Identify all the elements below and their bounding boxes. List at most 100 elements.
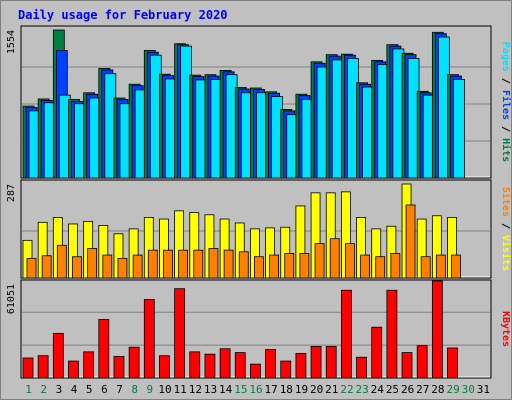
visits-sites-sites-bar-day-29: [451, 254, 461, 279]
visits-sites-sites-bar-day-4: [72, 256, 82, 279]
kbytes-axis-label-part-0: KBytes: [500, 311, 511, 347]
hits-pages-files-axis-label: Pages / Files / Hits: [500, 42, 512, 162]
day-label-6: 6: [101, 383, 108, 396]
day-label-31: 31: [477, 383, 490, 396]
kbytes-kbytes-bar-day-28: [431, 280, 443, 379]
kbytes-kbytes-bar-day-4: [68, 360, 79, 379]
visits-sites-sites-bar-day-9: [147, 249, 158, 279]
day-label-23: 23: [356, 383, 369, 396]
hits-pages-files-max-label: 1554: [6, 30, 17, 54]
day-label-21: 21: [325, 383, 338, 396]
kbytes-kbytes-bar-day-23: [356, 356, 367, 379]
day-label-11: 11: [174, 383, 187, 396]
day-label-14: 14: [219, 383, 233, 396]
kbytes-kbytes-bar-day-18: [280, 360, 292, 379]
kbytes-kbytes-bar-day-1: [22, 357, 34, 379]
kbytes-kbytes-bar-day-24: [371, 326, 383, 379]
visits-sites-sites-bar-day-14: [223, 249, 234, 279]
kbytes-kbytes-bar-day-5: [83, 351, 95, 379]
day-label-30: 30: [462, 383, 475, 396]
kbytes-kbytes-bar-day-16: [250, 363, 261, 379]
kbytes-kbytes-bar-day-8: [128, 346, 140, 379]
visits-sites-sites-bar-day-18: [284, 253, 295, 279]
kbytes-max-label: 61051: [6, 284, 17, 314]
visits-sites-axis-label-part-2: Visits: [500, 235, 512, 271]
day-label-18: 18: [280, 383, 293, 396]
visits-sites-sites-bar-day-23: [360, 254, 370, 279]
visits-sites-axis-label-part-1: /: [500, 217, 511, 235]
visits-sites-axis-label: Sites / Visits: [500, 187, 512, 271]
day-label-19: 19: [295, 383, 308, 396]
visits-sites-sites-bar-day-8: [132, 254, 143, 279]
day-label-5: 5: [86, 383, 93, 396]
visits-sites-sites-bar-day-24: [375, 256, 386, 279]
day-label-15: 15: [234, 383, 247, 396]
visits-sites-sites-bar-day-15: [238, 251, 249, 279]
kbytes-kbytes-bar-day-29: [447, 347, 458, 379]
visits-sites-sites-bar-day-13: [208, 248, 219, 279]
hits-pages-files-axis-label-part-4: Hits: [500, 138, 512, 162]
day-label-22: 22: [340, 383, 353, 396]
kbytes-kbytes-bar-day-19: [295, 352, 307, 379]
day-label-3: 3: [56, 383, 63, 396]
kbytes-kbytes-bar-day-3: [52, 332, 64, 379]
day-label-7: 7: [116, 383, 123, 396]
visits-sites-sites-bar-day-25: [390, 253, 401, 279]
kbytes-kbytes-bar-day-26: [401, 352, 413, 379]
kbytes-kbytes-bar-day-13: [204, 353, 216, 379]
day-label-2: 2: [40, 383, 47, 396]
visits-sites-sites-bar-day-1: [26, 257, 37, 279]
kbytes-kbytes-bar-day-25: [386, 289, 398, 379]
day-label-16: 16: [249, 383, 262, 396]
visits-sites-axis-label-part-0: Sites: [500, 187, 512, 217]
day-label-28: 28: [431, 383, 444, 396]
visits-sites-sites-bar-day-26: [405, 204, 416, 279]
visits-sites-sites-bar-day-7: [117, 257, 128, 279]
visits-sites-sites-bar-day-3: [56, 244, 67, 279]
day-label-17: 17: [265, 383, 278, 396]
kbytes-kbytes-bar-day-17: [265, 349, 276, 379]
day-label-29: 29: [446, 383, 459, 396]
day-label-12: 12: [189, 383, 202, 396]
kbytes-kbytes-bar-day-6: [98, 319, 110, 379]
visits-sites-max-label: 287: [6, 184, 17, 202]
visits-sites-sites-bar-day-11: [178, 249, 189, 279]
visits-sites-sites-bar-day-20: [314, 243, 325, 279]
hits-pages-files-axis-label-part-2: Files: [500, 90, 512, 120]
day-label-27: 27: [416, 383, 429, 396]
day-label-25: 25: [386, 383, 399, 396]
visits-sites-sites-bar-day-22: [344, 243, 355, 279]
kbytes-kbytes-bar-day-11: [174, 288, 186, 379]
day-label-4: 4: [71, 383, 78, 396]
visits-sites-sites-bar-day-5: [87, 248, 98, 279]
hits-pages-files-axis-label-part-0: Pages: [500, 42, 511, 72]
kbytes-kbytes-bar-day-22: [340, 289, 352, 379]
kbytes-kbytes-bar-day-20: [310, 346, 322, 379]
visits-sites-sites-bar-day-28: [435, 254, 446, 279]
visits-sites-sites-bar-day-27: [420, 256, 431, 279]
kbytes-kbytes-bar-day-27: [416, 345, 428, 379]
kbytes-axis-label: KBytes: [500, 311, 511, 347]
visits-sites-sites-bar-day-12: [193, 249, 204, 279]
kbytes-kbytes-bar-day-21: [325, 346, 337, 379]
visits-sites-sites-bar-day-17: [269, 254, 279, 279]
kbytes-kbytes-bar-day-2: [37, 355, 49, 379]
visits-sites-sites-bar-day-2: [41, 255, 52, 279]
kbytes-kbytes-bar-day-9: [143, 299, 155, 379]
day-label-10: 10: [158, 383, 171, 396]
day-label-9: 9: [147, 383, 154, 396]
day-label-8: 8: [131, 383, 138, 396]
kbytes-kbytes-bar-day-12: [189, 351, 201, 379]
kbytes-kbytes-bar-day-15: [234, 352, 246, 379]
visits-sites-sites-bar-day-19: [299, 253, 310, 279]
visits-sites-sites-bar-day-16: [254, 256, 264, 279]
kbytes-kbytes-bar-day-10: [159, 355, 170, 379]
day-label-13: 13: [204, 383, 217, 396]
visits-sites-sites-bar-day-21: [329, 238, 340, 279]
kbytes-kbytes-bar-day-7: [113, 356, 125, 379]
day-label-1: 1: [25, 383, 32, 396]
kbytes-kbytes-bar-day-14: [219, 348, 231, 379]
day-label-26: 26: [401, 383, 414, 396]
hits-pages-files-pages-bar-day-29: [453, 79, 465, 179]
